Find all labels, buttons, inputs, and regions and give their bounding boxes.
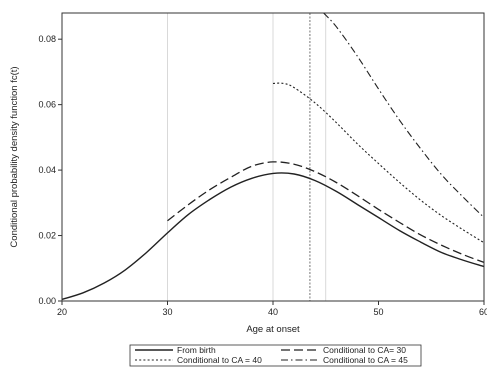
- reference-lines: [167, 13, 327, 301]
- x-tick-label: 40: [268, 307, 278, 317]
- x-tick-label: 50: [373, 307, 383, 317]
- axis-ticks: 20 30 40 50 60 0.00 0.02 0.04 0.06 0.08: [38, 34, 487, 317]
- legend-label: From birth: [177, 345, 216, 355]
- series-lines: [61, 12, 485, 301]
- y-tick-label: 0.04: [38, 165, 56, 175]
- y-tick-label: 0.02: [38, 231, 56, 241]
- legend-label: Conditional to CA= 30: [323, 345, 406, 355]
- y-tick-label: 0.06: [38, 100, 56, 110]
- legend: From birth Conditional to CA= 30Condition…: [129, 344, 422, 367]
- legend-label: Conditional to CA = 40: [177, 355, 262, 365]
- series-line-3: [272, 82, 485, 244]
- y-tick-label: 0.08: [38, 34, 56, 44]
- x-tick-label: 30: [162, 307, 172, 317]
- y-tick-label: 0.00: [38, 296, 56, 306]
- x-tick-label: 60: [479, 307, 487, 317]
- legend-label: Conditional to CA = 45: [323, 355, 408, 365]
- series-line-2: [167, 161, 485, 264]
- x-tick-label: 20: [57, 307, 67, 317]
- y-axis-label: Conditional probability density function…: [9, 66, 20, 247]
- series-line-1: [61, 172, 485, 301]
- series-line-4: [323, 12, 485, 218]
- x-axis-label: Age at onset: [246, 324, 300, 335]
- legend-box: [129, 344, 422, 367]
